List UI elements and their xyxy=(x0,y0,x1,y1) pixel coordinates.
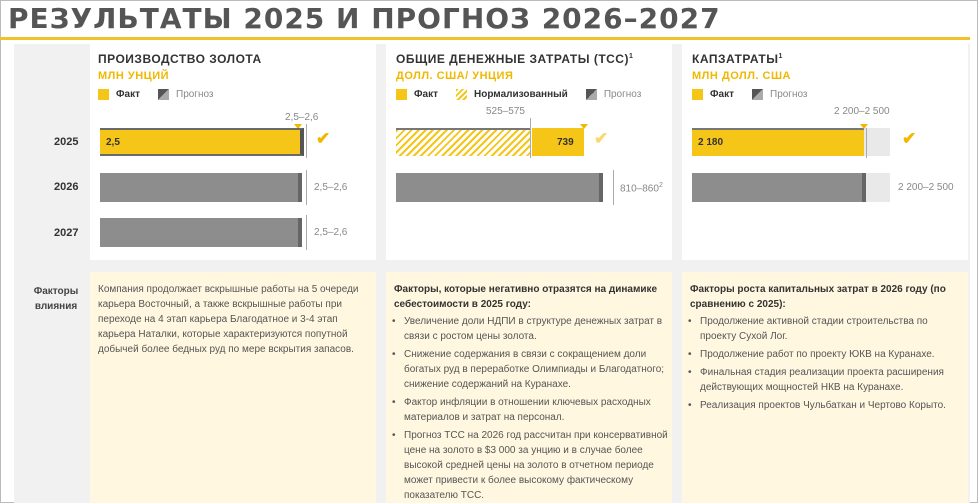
tcc-legend: Факт Нормализованный Прогноз xyxy=(396,87,659,101)
capex-tick-2025 xyxy=(866,128,867,158)
legend-fact: Факт xyxy=(692,88,734,100)
tcc-bar-2025-fact xyxy=(532,128,584,156)
legend-forecast-label: Прогноз xyxy=(770,88,808,100)
list-item: Продолжение активной стадии строительств… xyxy=(688,314,964,344)
capex-bar-2026 xyxy=(692,173,866,202)
gold-fact-2025: 2,5 xyxy=(106,137,120,148)
gold-check-icon: ✔ xyxy=(316,129,331,148)
legend-fact-label: Факт xyxy=(414,88,438,100)
gold-bar-2026 xyxy=(100,173,302,202)
year-label-2025: 2025 xyxy=(54,136,79,148)
list-item: Продолжение работ по проекту ЮКВ на Кура… xyxy=(688,347,964,362)
tcc-factors-list: Увеличение доли НДПИ в структуре денежны… xyxy=(392,314,672,503)
legend-forecast: Прогноз xyxy=(585,88,642,100)
gold-legend: Факт Прогноз xyxy=(98,87,232,101)
gold-guidance-marker xyxy=(294,124,302,129)
tcc-guidance-marker xyxy=(580,124,588,129)
legend-fact: Факт xyxy=(98,88,140,100)
legend-normalized-swatch xyxy=(456,88,467,100)
year-label-2026: 2026 xyxy=(54,181,79,193)
legend-forecast: Прогноз xyxy=(752,88,808,100)
legend-forecast-swatch xyxy=(752,88,763,100)
capex-unit: МЛН ДОЛЛ. США xyxy=(692,70,791,82)
tcc-tick-2025 xyxy=(530,118,531,158)
legend-fact-swatch xyxy=(98,88,109,100)
gold-factors-text: Компания продолжает вскрышные работы на … xyxy=(98,284,359,355)
gold-title: ПРОИЗВОДСТВО ЗОЛОТА xyxy=(98,52,262,66)
tcc-guidance-2026-value: 810–860 xyxy=(620,183,659,195)
gold-unit: МЛН УНЦИЙ xyxy=(98,70,170,82)
legend-fact-swatch xyxy=(692,88,703,100)
list-item: Увеличение доли НДПИ в структуре денежны… xyxy=(392,314,672,344)
gold-factors-box xyxy=(90,272,376,503)
list-item: Прогноз ТСС на 2026 год рассчитан при ко… xyxy=(392,428,672,503)
capex-check-icon: ✔ xyxy=(902,129,917,148)
gold-guidance-2027: 2,5–2,6 xyxy=(314,227,348,238)
legend-forecast-swatch xyxy=(158,88,169,100)
tcc-bar-2026 xyxy=(396,173,603,202)
tcc-title-text: ОБЩИЕ ДЕНЕЖНЫЕ ЗАТРАТЫ (TCC) xyxy=(396,52,629,66)
capex-legend: Факт Прогноз xyxy=(692,87,826,101)
capex-title: КАПЗАТРАТЫ1 xyxy=(692,52,783,66)
gold-bar-2027 xyxy=(100,218,302,247)
tcc-title-footnote: 1 xyxy=(628,53,634,60)
legend-fact: Факт xyxy=(396,88,438,100)
page-title: РЕЗУЛЬТАТЫ 2025 И ПРОГНОЗ 2026–2027 xyxy=(8,2,721,35)
capex-guidance-2026: 2 200–2 500 xyxy=(898,182,954,193)
legend-normalized: Нормализованный xyxy=(456,88,568,100)
capex-guidance-2025: 2 200–2 500 xyxy=(834,106,890,117)
list-item: Фактор инфляции в отношении ключевых рас… xyxy=(392,395,672,425)
legend-forecast-label: Прогноз xyxy=(176,88,214,100)
tcc-unit: ДОЛЛ. США/ УНЦИЯ xyxy=(396,70,514,82)
gold-tick-2027 xyxy=(306,215,307,250)
capex-title-footnote: 1 xyxy=(778,53,783,60)
gold-guidance-2026: 2,5–2,6 xyxy=(314,182,348,193)
legend-forecast-label: Прогноз xyxy=(603,88,642,100)
list-item: Финальная стадия реализации проекта расш… xyxy=(688,365,964,395)
tcc-bar-2025-normalized xyxy=(396,128,530,156)
title-underline xyxy=(0,37,970,40)
legend-forecast-swatch xyxy=(585,88,597,100)
tcc-fact-2025: 739 xyxy=(557,137,574,148)
capex-fact-2025: 2 180 xyxy=(698,137,724,148)
tcc-guidance-2026-footnote: 2 xyxy=(658,182,663,189)
tcc-tick-2026 xyxy=(613,170,614,205)
capex-bar-2025-fact xyxy=(692,128,864,156)
legend-forecast: Прогноз xyxy=(158,88,214,100)
capex-factors-heading: Факторы роста капитальных затрат в 2026 … xyxy=(690,284,946,310)
list-item: Снижение содержания в связи с сокращение… xyxy=(392,347,672,392)
legend-fact-label: Факт xyxy=(116,88,140,100)
capex-factors-list: Продолжение активной стадии строительств… xyxy=(688,314,964,416)
gold-bar-2025 xyxy=(100,128,304,156)
legend-fact-swatch xyxy=(396,88,407,100)
tcc-check-icon: ✔ xyxy=(594,129,609,148)
gold-tick-2026 xyxy=(306,170,307,205)
list-item: Реализация проектов Чульбаткан и Чертово… xyxy=(688,398,964,413)
tcc-guidance-2025: 525–575 xyxy=(486,106,525,117)
legend-normalized-label: Нормализованный xyxy=(474,88,568,100)
factors-label: Факторы влияния xyxy=(33,286,79,312)
gold-tick-2025 xyxy=(306,124,307,158)
capex-title-text: КАПЗАТРАТЫ xyxy=(692,52,779,66)
legend-fact-label: Факт xyxy=(710,88,734,100)
gold-guidance-2025: 2,5–2,6 xyxy=(285,112,319,123)
tcc-guidance-2026: 810–8602 xyxy=(620,182,663,194)
tcc-factors-heading: Факторы, которые негативно отразятся на … xyxy=(394,284,658,310)
tcc-title: ОБЩИЕ ДЕНЕЖНЫЕ ЗАТРАТЫ (TCC)1 xyxy=(396,52,633,66)
capex-guidance-marker xyxy=(860,124,868,129)
year-label-2027: 2027 xyxy=(54,227,79,239)
